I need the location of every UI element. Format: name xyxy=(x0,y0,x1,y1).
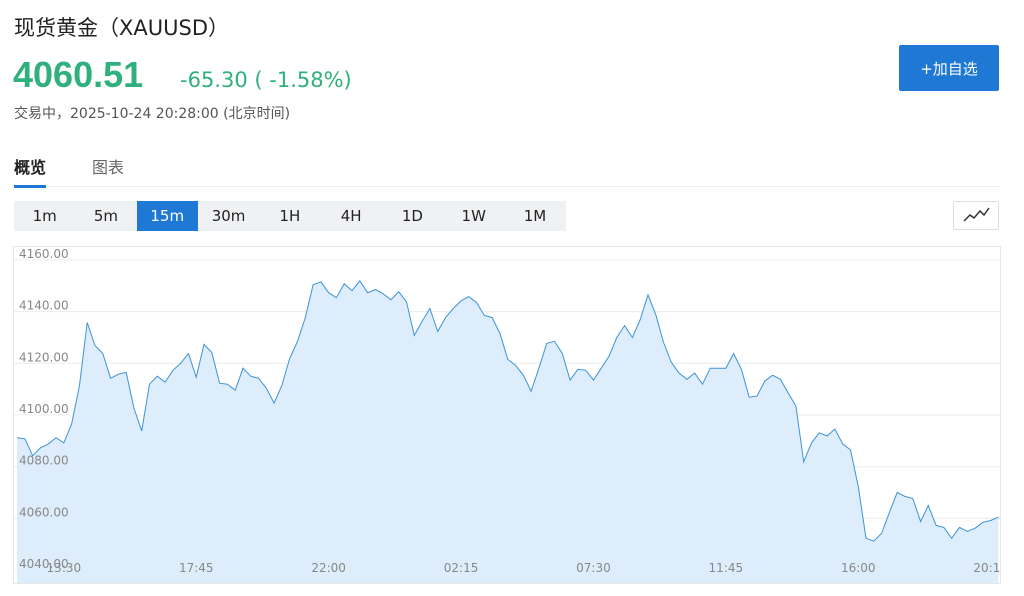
change: -65.30 ( -1.58%) xyxy=(180,68,352,92)
y-tick-label: 4040.00 xyxy=(19,557,69,571)
interval-button[interactable]: 5m xyxy=(93,207,119,225)
title: 现货黄金（XAUUSD） xyxy=(14,16,229,40)
y-tick-label: 4160.00 xyxy=(19,247,69,261)
price: 4060.51 xyxy=(13,54,144,95)
chart-style-icon xyxy=(963,207,990,222)
interval-button[interactable]: 1m xyxy=(32,207,57,225)
tabs: 概览 图表 xyxy=(14,150,1000,188)
interval-button[interactable]: 4H xyxy=(340,207,362,225)
add-watchlist-button[interactable]: +加自选 xyxy=(899,45,999,91)
price-line xyxy=(17,280,999,542)
tab[interactable]: 图表 xyxy=(92,158,125,177)
chart-style-button[interactable] xyxy=(953,201,999,230)
interval-button[interactable]: 1H xyxy=(279,207,301,225)
y-tick-label: 4060.00 xyxy=(19,505,69,519)
x-tick-label: 17:45 xyxy=(179,561,214,575)
interval-button[interactable]: 30m xyxy=(211,207,246,225)
x-tick-label: 22:00 xyxy=(311,561,346,575)
y-tick-label: 4140.00 xyxy=(19,299,69,313)
interval-button[interactable]: 1M xyxy=(523,207,547,225)
x-tick-label: 13:30 xyxy=(47,561,82,575)
interval-button[interactable]: 1D xyxy=(401,207,423,225)
x-tick-label: 11:45 xyxy=(709,561,744,575)
chart: 4040.00 4060.00 4080.00 4100.00 4120.00 4140.… xyxy=(13,246,1001,584)
y-tick-label: 4120.00 xyxy=(19,350,69,364)
interval-button[interactable]: 1W xyxy=(461,207,486,225)
area xyxy=(17,280,999,583)
x-tick-label: 07:30 xyxy=(576,561,611,575)
y-tick-label: 4100.00 xyxy=(19,402,69,416)
x-tick-label: 16:00 xyxy=(841,561,876,575)
status: 交易中，2025-10-24 20:28:00 (北京时间) xyxy=(14,106,291,122)
interval-button[interactable]: 15m xyxy=(136,201,198,231)
change-pct: ( -1.58%) xyxy=(254,68,352,92)
y-tick-label: 4080.00 xyxy=(19,454,69,468)
tab[interactable]: 概览 xyxy=(14,150,47,188)
interval-selector: 1m 5m 15m 30m 1H 4H 1D 1W 1M xyxy=(14,201,566,231)
x-tick-label: 20:15 xyxy=(973,561,1001,575)
x-tick-label: 02:15 xyxy=(444,561,479,575)
change-value: -65.30 xyxy=(180,68,248,92)
